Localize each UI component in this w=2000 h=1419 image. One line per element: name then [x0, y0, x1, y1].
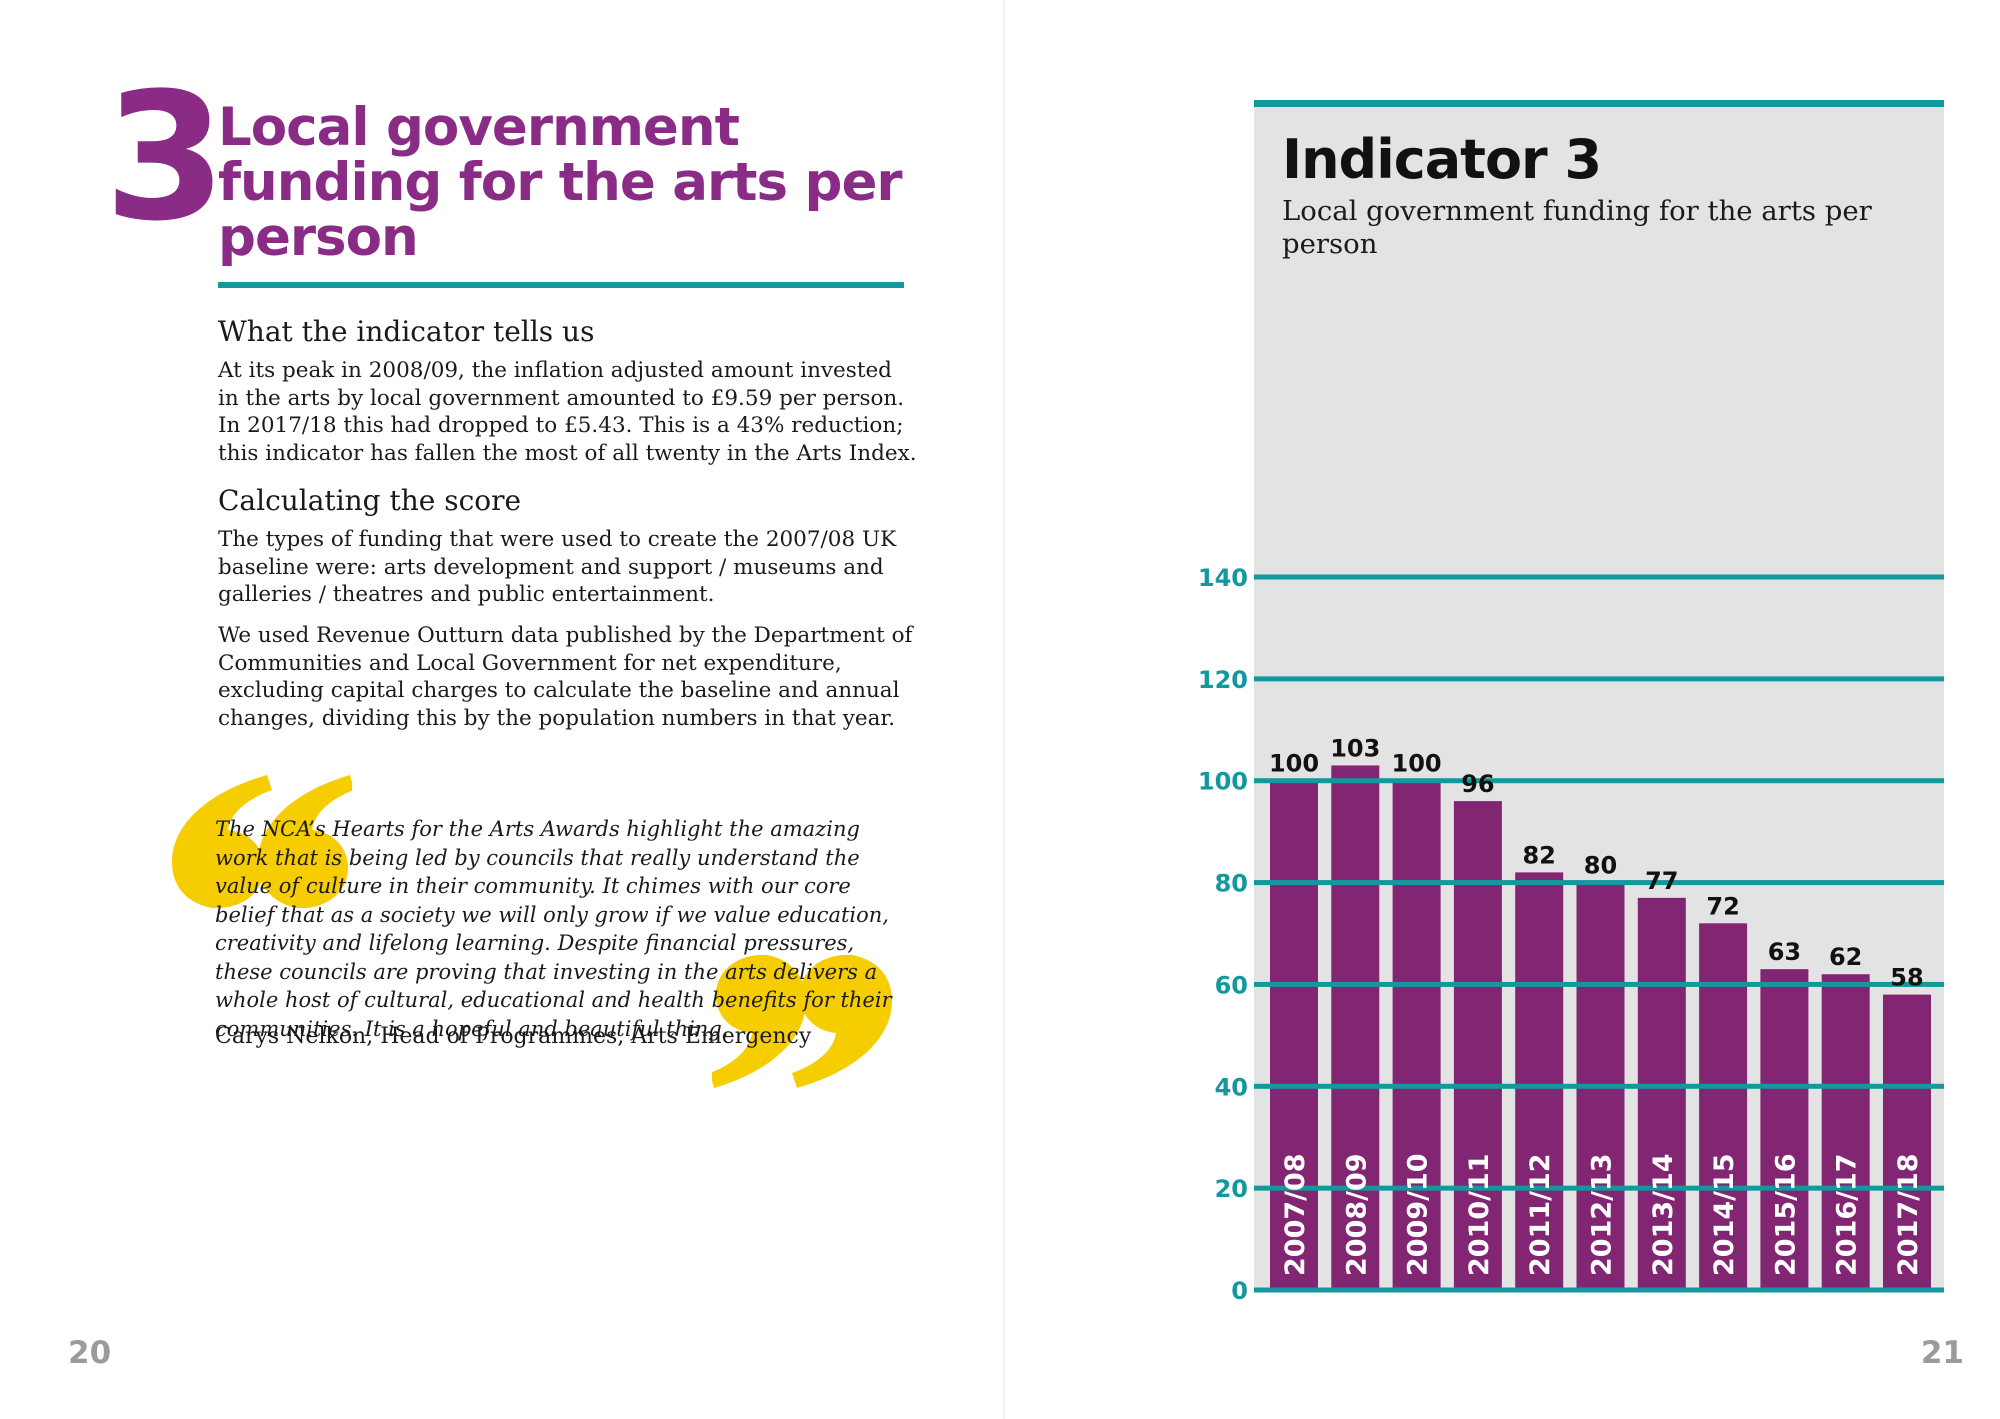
- gridline-120: [1254, 676, 1944, 682]
- y-tick-label-140: 140: [1198, 564, 1248, 592]
- value-label-2015-16: 63: [1768, 938, 1801, 966]
- bar-chart: 0 20 40 60 80 100 120 140 100 2007/08 103 2008/09 10…: [1198, 564, 1944, 1305]
- gridline-0: [1254, 1287, 1944, 1293]
- section-heading-indicator: What the indicator tells us: [218, 315, 595, 348]
- y-tick-label-80: 80: [1215, 870, 1248, 898]
- y-tick-label-60: 60: [1215, 971, 1248, 999]
- gridline-140: [1254, 574, 1944, 580]
- bar-2015-16: [1760, 969, 1809, 1290]
- gridline-20: [1254, 1185, 1944, 1191]
- x-tick-label-2012-13: 2012/13: [1587, 1153, 1618, 1276]
- x-tick-label-2011-12: 2011/12: [1525, 1153, 1556, 1276]
- value-label-2011-12: 82: [1522, 841, 1555, 869]
- quote-attribution: Carys Nelkon, Head of Programmes, Arts E…: [215, 1024, 812, 1049]
- page-title: Local government funding for the arts pe…: [218, 97, 903, 268]
- x-tick-label-2009-10: 2009/10: [1403, 1153, 1434, 1276]
- bar-2011-12: [1515, 872, 1564, 1290]
- x-tick-label-2013-14: 2013/14: [1648, 1153, 1679, 1276]
- chart-title: Indicator 3: [1282, 128, 1602, 191]
- x-tick-label-2016-17: 2016/17: [1832, 1153, 1863, 1276]
- x-tick-label-2015-16: 2015/16: [1770, 1153, 1801, 1276]
- open-quote-icon: [172, 775, 352, 909]
- section-heading-score: Calculating the score: [218, 484, 522, 517]
- value-label-2014-15: 72: [1706, 892, 1739, 920]
- y-tick-label-100: 100: [1198, 768, 1248, 796]
- value-label-2016-17: 62: [1829, 943, 1862, 971]
- bar-2017-18: [1883, 994, 1931, 1290]
- bar-2009-10: [1392, 780, 1441, 1290]
- gridline-60: [1254, 981, 1944, 987]
- bar-2013-14: [1637, 897, 1686, 1290]
- page-number-right: 21: [1920, 1335, 1964, 1371]
- x-tick-label-2007-08: 2007/08: [1280, 1153, 1311, 1276]
- x-tick-label-2017-18: 2017/18: [1893, 1153, 1924, 1276]
- y-tick-label-40: 40: [1215, 1073, 1248, 1101]
- panel-top-rule: [1254, 100, 1944, 107]
- section-text-indicator: At its peak in 2008/09, the inflation ad…: [218, 358, 917, 466]
- x-tick-label-2014-15: 2014/15: [1709, 1153, 1740, 1276]
- x-tick-label-2010-11: 2010/11: [1464, 1153, 1495, 1276]
- gridline-40: [1254, 1083, 1944, 1089]
- pull-quote: The NCA’s Hearts for the Arts Awards hig…: [215, 817, 892, 1041]
- title-divider: [218, 282, 904, 288]
- bar-2007-08: [1270, 780, 1318, 1290]
- page-number-left: 20: [68, 1335, 112, 1371]
- y-tick-label-0: 0: [1231, 1277, 1248, 1305]
- bar-2008-09: [1331, 765, 1380, 1290]
- y-tick-label-20: 20: [1215, 1175, 1248, 1203]
- x-tick-label-2008-09: 2008/09: [1341, 1153, 1372, 1276]
- gridline-100: [1254, 778, 1944, 784]
- gridline-80: [1254, 880, 1944, 886]
- value-label-2013-14: 77: [1645, 867, 1678, 895]
- chart-subtitle: Local government funding for the arts pe…: [1282, 195, 1872, 260]
- y-tick-label-120: 120: [1198, 666, 1248, 694]
- value-label-2010-11: 96: [1461, 770, 1494, 798]
- bar-2016-17: [1821, 974, 1870, 1290]
- value-label-2012-13: 80: [1584, 852, 1617, 880]
- section-text-score-1: The types of funding that were used to c…: [218, 527, 897, 607]
- left-page: 3 Local government funding for the arts …: [68, 55, 917, 1371]
- close-quote-icon: [712, 954, 892, 1088]
- value-label-2017-18: 58: [1890, 964, 1923, 992]
- section-text-score-2: We used Revenue Outturn data published b…: [218, 623, 913, 731]
- value-label-2008-09: 103: [1330, 734, 1380, 762]
- value-label-2007-08: 100: [1269, 750, 1319, 778]
- indicator-number: 3: [104, 55, 226, 260]
- value-label-2009-10: 100: [1392, 750, 1442, 778]
